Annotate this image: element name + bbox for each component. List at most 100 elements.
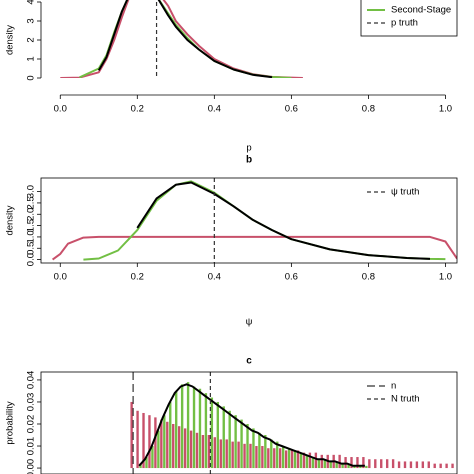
y-tick-label: 0.01 [26, 437, 37, 456]
bar [222, 406, 225, 469]
bar [201, 435, 205, 469]
bar [231, 441, 234, 469]
plot-area [52, 178, 457, 263]
bar [249, 443, 252, 469]
x-axis-label: p [246, 143, 251, 154]
bar [415, 461, 419, 469]
x-tick-label: 0.2 [131, 272, 144, 283]
bar [276, 441, 279, 469]
bar [270, 439, 273, 469]
bar [246, 423, 249, 469]
bar [240, 419, 243, 469]
bar [445, 463, 448, 469]
bar [237, 441, 240, 469]
bar [148, 415, 151, 469]
y-tick-label: 1.5 [26, 219, 37, 232]
x-tick-label: 1.0 [439, 272, 452, 283]
bar [255, 446, 258, 469]
bar [166, 421, 169, 469]
y-tick-label: 3 [26, 18, 37, 23]
bar [136, 410, 139, 469]
y-tick-label: 1.0 [26, 230, 37, 243]
y-tick-label: 1 [26, 56, 37, 61]
bar [157, 430, 160, 469]
bar [195, 432, 199, 469]
y-tick-label: 0.00 [26, 459, 37, 474]
legend-label: p truth [391, 18, 418, 29]
y-axis-label: density [5, 205, 16, 235]
x-tick-label: 0.2 [131, 104, 144, 115]
bar [380, 459, 383, 469]
legend-frame [360, 0, 458, 37]
bar [433, 463, 436, 469]
bar [183, 428, 187, 469]
bar [180, 384, 184, 469]
legend-label: ψ truth [391, 187, 419, 198]
bar [216, 401, 219, 469]
bar [296, 450, 300, 469]
bar [359, 465, 362, 469]
bar [207, 435, 211, 469]
bar [421, 461, 425, 469]
bar [305, 454, 309, 469]
y-tick-label: 0.02 [26, 415, 37, 434]
legend-label: N truth [391, 394, 420, 405]
y-axis-label: probability [5, 401, 16, 445]
legend-label: n [391, 381, 396, 392]
bar [175, 390, 178, 469]
bar [323, 459, 326, 469]
bar [350, 457, 353, 469]
x-tick-label: 0.4 [208, 272, 221, 283]
bar [409, 461, 413, 469]
y-tick-label: 2.0 [26, 208, 37, 221]
bar [368, 459, 371, 469]
bar [385, 459, 389, 469]
bar [314, 452, 318, 469]
y-tick-label: 0.04 [26, 371, 37, 390]
bar [391, 459, 395, 469]
bar [198, 388, 202, 469]
bar [169, 401, 172, 469]
bar [261, 446, 264, 469]
bar [219, 439, 222, 469]
bar [374, 459, 377, 469]
plot-frame [40, 371, 458, 474]
bar [189, 430, 193, 469]
bar [439, 463, 442, 469]
bar [308, 452, 312, 469]
y-tick-label: 0.0 [26, 253, 37, 266]
x-tick-label: 0.8 [362, 104, 375, 115]
bar [130, 401, 133, 469]
bar [353, 465, 356, 469]
density-line [60, 0, 303, 78]
density-line [97, 0, 273, 78]
bar [204, 393, 208, 469]
bar [427, 461, 430, 469]
bar [177, 426, 181, 469]
legend-label: Second-Stage [391, 5, 451, 16]
bar [302, 452, 306, 469]
bar [273, 448, 276, 469]
bar [151, 446, 154, 469]
bar [403, 461, 407, 469]
bar [279, 448, 282, 469]
bar [284, 450, 288, 469]
y-tick-label: 3.0 [26, 185, 37, 198]
bar [311, 457, 315, 469]
bar [139, 463, 142, 469]
bar [210, 397, 214, 469]
bar [338, 454, 341, 469]
x-tick-label: 0.0 [54, 104, 67, 115]
bar [160, 419, 163, 469]
plot-frame [40, 177, 458, 264]
density-line [136, 181, 431, 260]
bar [252, 428, 255, 469]
bar [172, 423, 175, 469]
bar [451, 463, 454, 469]
x-tick-label: 0.6 [285, 272, 298, 283]
y-tick-label: 0.5 [26, 242, 37, 255]
bar [320, 454, 323, 469]
bar [317, 459, 321, 469]
density-line [138, 383, 365, 467]
